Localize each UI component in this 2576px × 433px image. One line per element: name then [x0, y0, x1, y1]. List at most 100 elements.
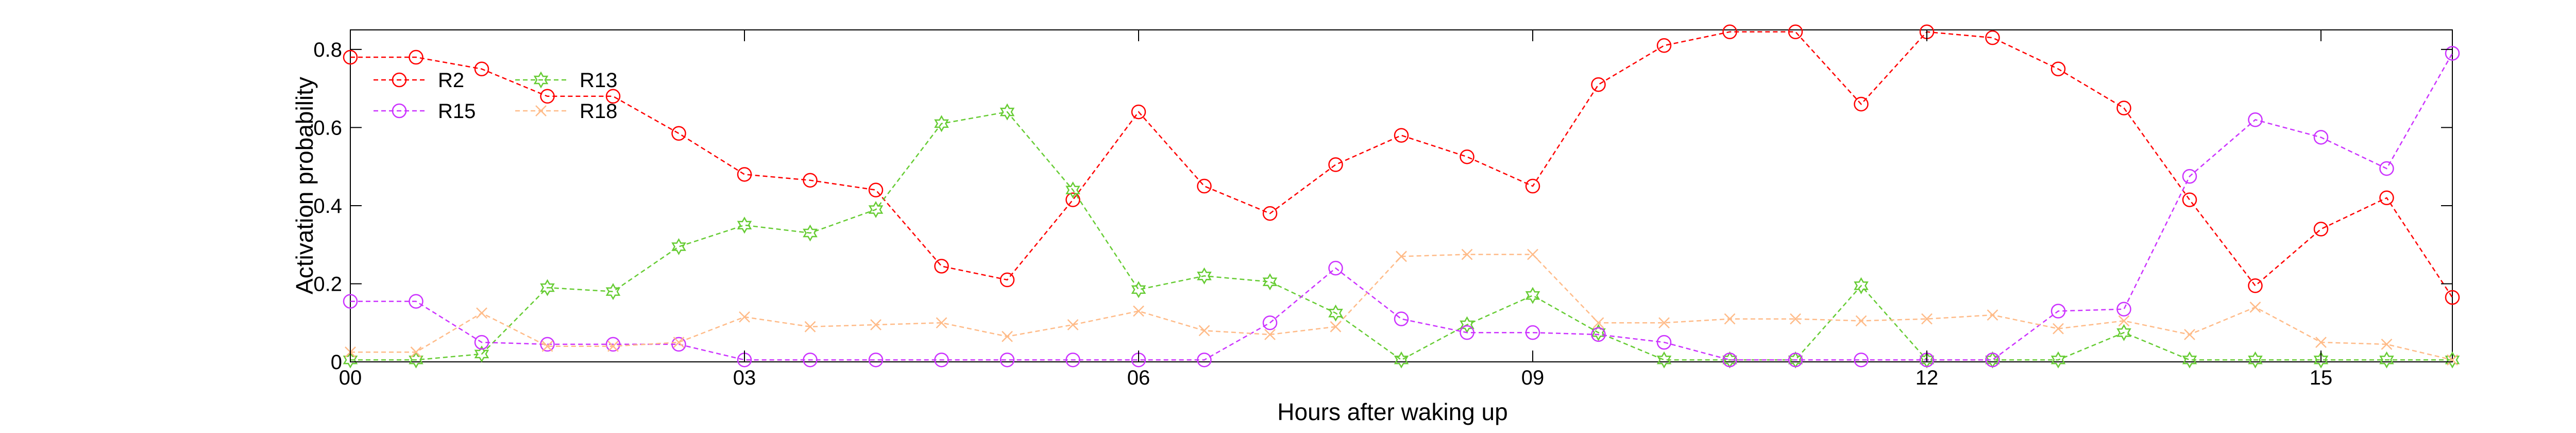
data-point-r2 [671, 126, 686, 141]
data-point-r18 [1527, 248, 1538, 260]
data-point-r15 [1065, 352, 1080, 368]
data-point-r13 [2379, 351, 2394, 369]
legend-marker [392, 103, 407, 119]
data-point-r15 [1854, 352, 1869, 368]
data-point-r13 [1591, 324, 1606, 341]
y-tick-label: 0.2 [313, 273, 342, 295]
data-point-r15 [1722, 352, 1737, 368]
data-point-r18 [2053, 323, 2064, 335]
y-tick-label: 0.8 [313, 39, 342, 61]
data-point-r18 [2249, 302, 2261, 313]
data-point-r18 [1658, 317, 1670, 329]
data-point-r15 [803, 352, 818, 368]
data-point-r2 [1525, 178, 1540, 194]
data-point-r2 [2445, 290, 2460, 305]
series-line-r13 [350, 111, 2452, 361]
data-point-r13 [2182, 351, 2197, 369]
data-point-r18 [1002, 330, 1013, 342]
data-point-r18 [2118, 315, 2130, 327]
data-point-r18 [476, 307, 487, 319]
x-tick-label: 15 [2310, 367, 2333, 389]
data-point-r18 [2184, 329, 2195, 340]
data-point-r13 [999, 103, 1015, 121]
data-point-r15 [2313, 130, 2329, 145]
legend-entry-r18: R18 [515, 100, 617, 123]
y-tick-label: 0.4 [313, 195, 342, 218]
legend-label: R13 [580, 69, 617, 92]
data-point-r2 [1065, 192, 1080, 207]
data-point-r2 [605, 89, 621, 104]
legend-entry-r2: R2 [374, 69, 464, 92]
data-point-r18 [936, 317, 947, 329]
data-point-r15 [2050, 304, 2066, 319]
legend-label: R18 [580, 100, 617, 123]
data-point-r2 [1328, 157, 1343, 172]
data-point-r15 [1788, 352, 1803, 368]
data-point-r2 [803, 173, 818, 188]
x-tick-label: 03 [733, 367, 756, 389]
data-point-r2 [1591, 77, 1606, 92]
data-point-r2 [474, 61, 489, 77]
data-point-r13 [1328, 304, 1343, 322]
data-point-r18 [804, 321, 816, 332]
data-point-r18 [1461, 248, 1473, 260]
legend-label: R2 [438, 69, 464, 92]
data-point-r18 [1198, 325, 1210, 337]
data-point-r15 [1328, 260, 1343, 276]
legend-marker [533, 71, 549, 89]
data-point-r13 [1197, 267, 1212, 285]
data-point-r15 [2379, 161, 2394, 176]
data-point-r15 [1591, 327, 1606, 342]
series-layer [343, 24, 2460, 369]
data-point-r15 [1985, 352, 2000, 368]
legend: R2 R13 R15 R18 [374, 69, 617, 123]
x-tick-label: 09 [1521, 367, 1545, 389]
data-point-r2 [2379, 190, 2394, 206]
data-point-r13 [1262, 273, 1278, 291]
data-point-r18 [2447, 354, 2458, 366]
legend-entry-r15: R15 [374, 100, 476, 123]
data-point-r18 [1067, 319, 1079, 330]
data-point-r13 [2050, 351, 2066, 369]
data-point-r18 [2315, 337, 2327, 348]
data-point-r2 [1460, 149, 1475, 164]
data-point-r2 [2248, 278, 2263, 293]
data-point-r13 [1656, 351, 1672, 369]
data-point-r2 [1985, 30, 2000, 45]
data-point-r2 [343, 49, 358, 65]
series-r18 [345, 248, 2458, 366]
data-point-r13 [1525, 287, 1540, 304]
x-tick-label: 00 [339, 367, 362, 389]
data-point-r13 [605, 283, 621, 301]
x-tick-label: 12 [1916, 367, 1939, 389]
series-line-r2 [350, 31, 2453, 298]
data-point-r2 [1262, 206, 1278, 221]
data-point-r18 [410, 346, 422, 358]
data-point-r15 [1197, 352, 1212, 368]
series-r13 [343, 103, 2460, 369]
data-point-r2 [1788, 24, 1803, 40]
data-point-r2 [1197, 178, 1212, 194]
data-point-r15 [343, 294, 358, 309]
data-point-r2 [1854, 96, 1869, 112]
data-point-r13 [2116, 324, 2131, 341]
legend-label: R15 [438, 100, 476, 123]
data-point-r18 [1724, 313, 1736, 325]
data-point-r18 [1330, 321, 1342, 332]
data-point-r18 [1921, 313, 1933, 325]
data-point-r2 [2116, 101, 2131, 115]
series-line-r15 [350, 53, 2453, 361]
data-point-r13 [1065, 181, 1080, 199]
data-point-r18 [1133, 305, 1144, 317]
data-point-r15 [474, 335, 489, 350]
plot-frame [350, 29, 2453, 362]
data-point-r15 [540, 337, 555, 352]
data-point-r15 [1262, 315, 1278, 330]
data-point-r2 [737, 167, 752, 182]
data-point-r13 [737, 216, 752, 234]
data-point-r2 [1722, 24, 1737, 40]
data-point-r15 [605, 337, 621, 352]
data-point-r13 [1394, 351, 1409, 369]
data-point-r18 [2381, 339, 2393, 350]
